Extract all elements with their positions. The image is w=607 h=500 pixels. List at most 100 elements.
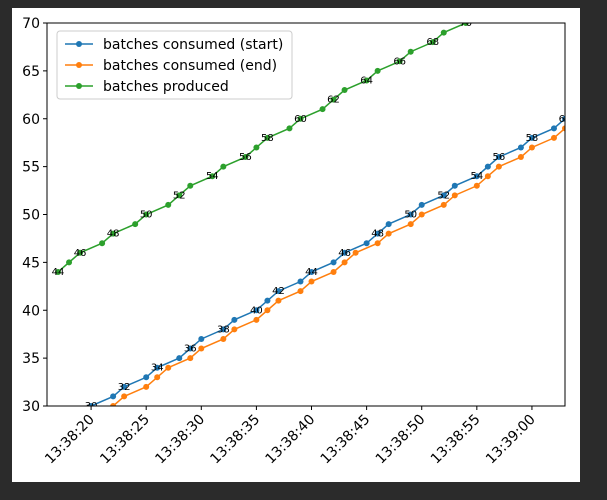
- point: [176, 355, 183, 362]
- legend-marker: [76, 83, 82, 89]
- point: [528, 144, 535, 151]
- legend-label: batches produced: [103, 79, 229, 95]
- point: [132, 221, 139, 228]
- point-label: 36: [184, 344, 197, 355]
- point: [143, 211, 150, 218]
- point: [330, 96, 337, 103]
- legend-marker: [76, 41, 82, 47]
- point: [363, 77, 370, 84]
- point-label: 46: [74, 248, 87, 259]
- point: [275, 297, 282, 304]
- point: [220, 326, 227, 333]
- point-label: 56: [493, 152, 506, 163]
- point: [440, 29, 447, 36]
- point: [550, 134, 557, 141]
- point: [495, 163, 502, 170]
- point: [110, 403, 117, 406]
- legend: batches consumed (start) batches consumed…: [56, 30, 293, 100]
- point-label: 46: [338, 248, 351, 259]
- y-tick-label: 30: [22, 399, 40, 415]
- point: [396, 58, 403, 65]
- point: [374, 230, 381, 237]
- point: [88, 403, 95, 406]
- point: [242, 154, 249, 161]
- point: [220, 163, 227, 170]
- legend-label: batches consumed (start): [103, 37, 283, 53]
- point: [550, 125, 557, 132]
- point: [176, 192, 183, 199]
- legend-label: batches consumed (end): [103, 58, 277, 74]
- y-tick-label: 35: [22, 351, 40, 367]
- plot-area: 30 32 34 36 38 40 42 44 46 48 50 52 54 56 58 60 44 46 48 50…: [52, 23, 565, 406]
- y-tick-label: 60: [22, 112, 40, 128]
- point: [275, 288, 282, 295]
- point-label: 34: [151, 363, 164, 374]
- point: [562, 115, 565, 122]
- point: [264, 297, 271, 304]
- point-label: 48: [107, 229, 120, 240]
- point: [385, 230, 392, 237]
- point-label: 44: [305, 267, 318, 278]
- point-label: 58: [526, 133, 539, 144]
- point: [209, 173, 216, 180]
- point-label: 62: [327, 95, 340, 106]
- point: [473, 182, 480, 189]
- point-label: 54: [470, 171, 483, 182]
- point: [484, 173, 491, 180]
- point: [341, 249, 348, 256]
- point-label: 42: [272, 286, 285, 297]
- point: [451, 192, 458, 199]
- point-label: 68: [426, 37, 439, 48]
- point: [231, 316, 238, 323]
- point: [407, 211, 414, 218]
- point: [440, 201, 447, 208]
- point: [165, 364, 172, 371]
- point: [154, 364, 161, 371]
- point: [198, 345, 205, 352]
- point: [110, 230, 117, 237]
- y-tick-label: 50: [22, 208, 40, 224]
- point-label: 54: [206, 171, 219, 182]
- y-tick-label: 65: [22, 64, 40, 80]
- point: [341, 87, 348, 94]
- point: [99, 240, 106, 247]
- point: [319, 106, 326, 113]
- point: [308, 278, 315, 285]
- point: [484, 163, 491, 170]
- point: [297, 278, 304, 285]
- point: [407, 221, 414, 228]
- point-label: 32: [118, 382, 131, 393]
- point: [330, 259, 337, 266]
- point: [143, 374, 150, 381]
- point: [264, 307, 271, 314]
- point: [308, 268, 315, 275]
- point-label: 64: [360, 75, 373, 86]
- point: [121, 393, 128, 400]
- point: [143, 383, 150, 390]
- point: [528, 134, 535, 141]
- point: [517, 144, 524, 151]
- point: [121, 383, 128, 390]
- point: [154, 374, 161, 381]
- point: [418, 201, 425, 208]
- point-label: 50: [404, 210, 417, 221]
- point: [462, 23, 469, 26]
- point: [341, 259, 348, 266]
- point: [440, 192, 447, 199]
- point: [165, 201, 172, 208]
- point: [77, 249, 84, 256]
- point-label: 38: [217, 324, 230, 335]
- point: [253, 144, 260, 151]
- point: [374, 240, 381, 247]
- y-tick-label: 70: [22, 16, 40, 32]
- point: [220, 335, 227, 342]
- point: [330, 268, 337, 275]
- point: [385, 221, 392, 228]
- point: [55, 268, 62, 275]
- point-label: 56: [239, 152, 252, 163]
- point: [451, 182, 458, 189]
- point: [495, 154, 502, 161]
- point: [363, 240, 370, 247]
- point: [253, 307, 260, 314]
